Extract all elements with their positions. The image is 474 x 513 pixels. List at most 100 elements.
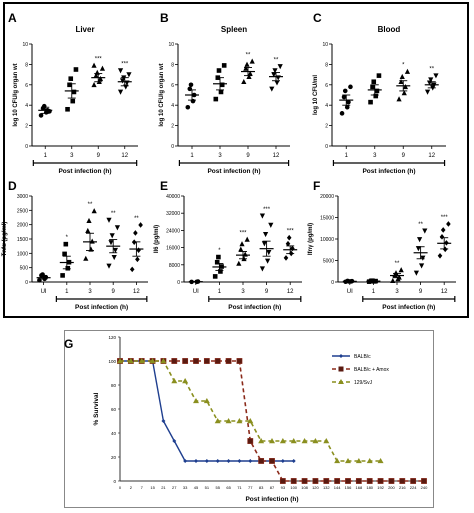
significance-label: ** — [134, 216, 139, 222]
y-axis-label: Il6 (pg/ml) — [154, 225, 160, 253]
y-tick-label: 2500 — [17, 208, 28, 214]
x-tick-label: 71 — [237, 485, 242, 490]
data-point — [112, 247, 118, 253]
data-point — [117, 89, 124, 95]
series-point — [193, 397, 199, 404]
x-tick-label: 1 — [345, 153, 349, 159]
y-tick-label: 10 — [168, 42, 174, 48]
data-point — [65, 106, 70, 112]
data-point — [99, 65, 106, 71]
legend-entry: BALB/c — [332, 354, 371, 360]
y-tick-label: 4 — [171, 103, 174, 109]
panel-letter: A — [8, 11, 17, 25]
panel-letter: G — [64, 337, 73, 351]
data-point — [272, 68, 278, 74]
data-point — [106, 217, 112, 223]
significance-label: * — [218, 248, 221, 254]
x-tick-label: 144 — [334, 485, 341, 490]
data-point — [241, 78, 247, 85]
x-tick-label: UI — [347, 289, 353, 295]
chart-panel-a: A Liver 0 2 4 6 8 10 log 10 CFU/g organ wt 1 3 9 12 P… — [8, 11, 138, 175]
data-point — [138, 222, 143, 228]
significance-label: ** — [246, 52, 251, 58]
data-point — [60, 273, 65, 278]
data-point — [419, 263, 425, 269]
significance-label: ** — [111, 211, 116, 217]
data-point — [38, 113, 44, 118]
data-point — [266, 250, 272, 256]
y-tick-label: 500 — [20, 266, 29, 272]
data-point — [106, 263, 112, 269]
x-tick-label: 216 — [399, 485, 406, 490]
series-point — [290, 478, 297, 484]
data-point — [216, 254, 221, 260]
data-point — [117, 68, 124, 74]
data-point — [269, 86, 275, 92]
x-tick-label: UI — [193, 289, 199, 295]
x-tick-label: 224 — [410, 485, 417, 490]
y-tick-label: 2 — [325, 124, 328, 130]
data-point — [218, 269, 223, 274]
data-point — [190, 98, 196, 104]
data-point — [91, 82, 97, 88]
figure-panels-a-f — [3, 2, 469, 318]
data-point — [70, 98, 76, 104]
data-point — [129, 266, 135, 273]
data-point — [263, 231, 269, 238]
significance-label: *** — [441, 215, 449, 221]
data-point — [40, 272, 45, 277]
data-point — [249, 58, 255, 64]
data-point — [41, 103, 47, 109]
series-point — [226, 458, 231, 463]
y-tick-label: 8 — [171, 62, 174, 68]
panel-title: Spleen — [221, 25, 247, 34]
data-point — [424, 89, 431, 95]
data-point — [398, 267, 404, 273]
x-tick-label: 12 — [133, 289, 140, 295]
x-tick-label: 3 — [241, 289, 245, 295]
data-point — [111, 255, 117, 261]
panel-letter: B — [160, 11, 169, 25]
data-point — [109, 233, 115, 239]
survival-series — [117, 358, 384, 464]
y-tick-label: 0 — [25, 144, 28, 150]
series-point — [323, 478, 330, 484]
x-tick-label: 21 — [161, 485, 166, 490]
x-tick-label: 9 — [112, 289, 116, 295]
data-point — [93, 72, 99, 78]
x-tick-label: 12 — [428, 153, 435, 159]
x-tick-label: 1 — [218, 289, 222, 295]
data-point — [83, 255, 89, 261]
data-point — [393, 270, 399, 276]
series-point — [203, 358, 210, 364]
data-point — [341, 94, 347, 100]
y-tick-label: 4 — [25, 103, 28, 109]
series-point — [377, 478, 384, 484]
series-point — [236, 418, 243, 424]
y-tick-label: 10 — [22, 42, 28, 48]
data-point — [368, 99, 373, 105]
x-tick-label: 77 — [248, 485, 253, 490]
series-point — [171, 358, 178, 364]
series-point — [172, 439, 177, 444]
x-axis-title: Post infection (h) — [58, 168, 111, 175]
data-point — [348, 84, 353, 90]
y-tick-label: 20000 — [320, 194, 334, 200]
x-tick-label: 9 — [97, 153, 101, 159]
data-point — [428, 77, 434, 83]
series-point — [279, 438, 286, 444]
data-point — [259, 266, 265, 272]
data-point — [374, 88, 380, 94]
data-point — [344, 104, 350, 110]
series-point — [225, 418, 232, 424]
x-axis-title: Post infection (h) — [382, 304, 435, 311]
series-point — [345, 478, 351, 484]
series-point — [312, 478, 319, 484]
y-tick-label: 10000 — [320, 237, 334, 243]
y-tick-label: 80 — [111, 383, 117, 388]
series-point — [183, 458, 188, 463]
data-point — [238, 246, 244, 252]
data-point — [401, 90, 407, 96]
x-tick-label: 3 — [395, 289, 399, 295]
y-tick-label: 8 — [25, 62, 28, 68]
